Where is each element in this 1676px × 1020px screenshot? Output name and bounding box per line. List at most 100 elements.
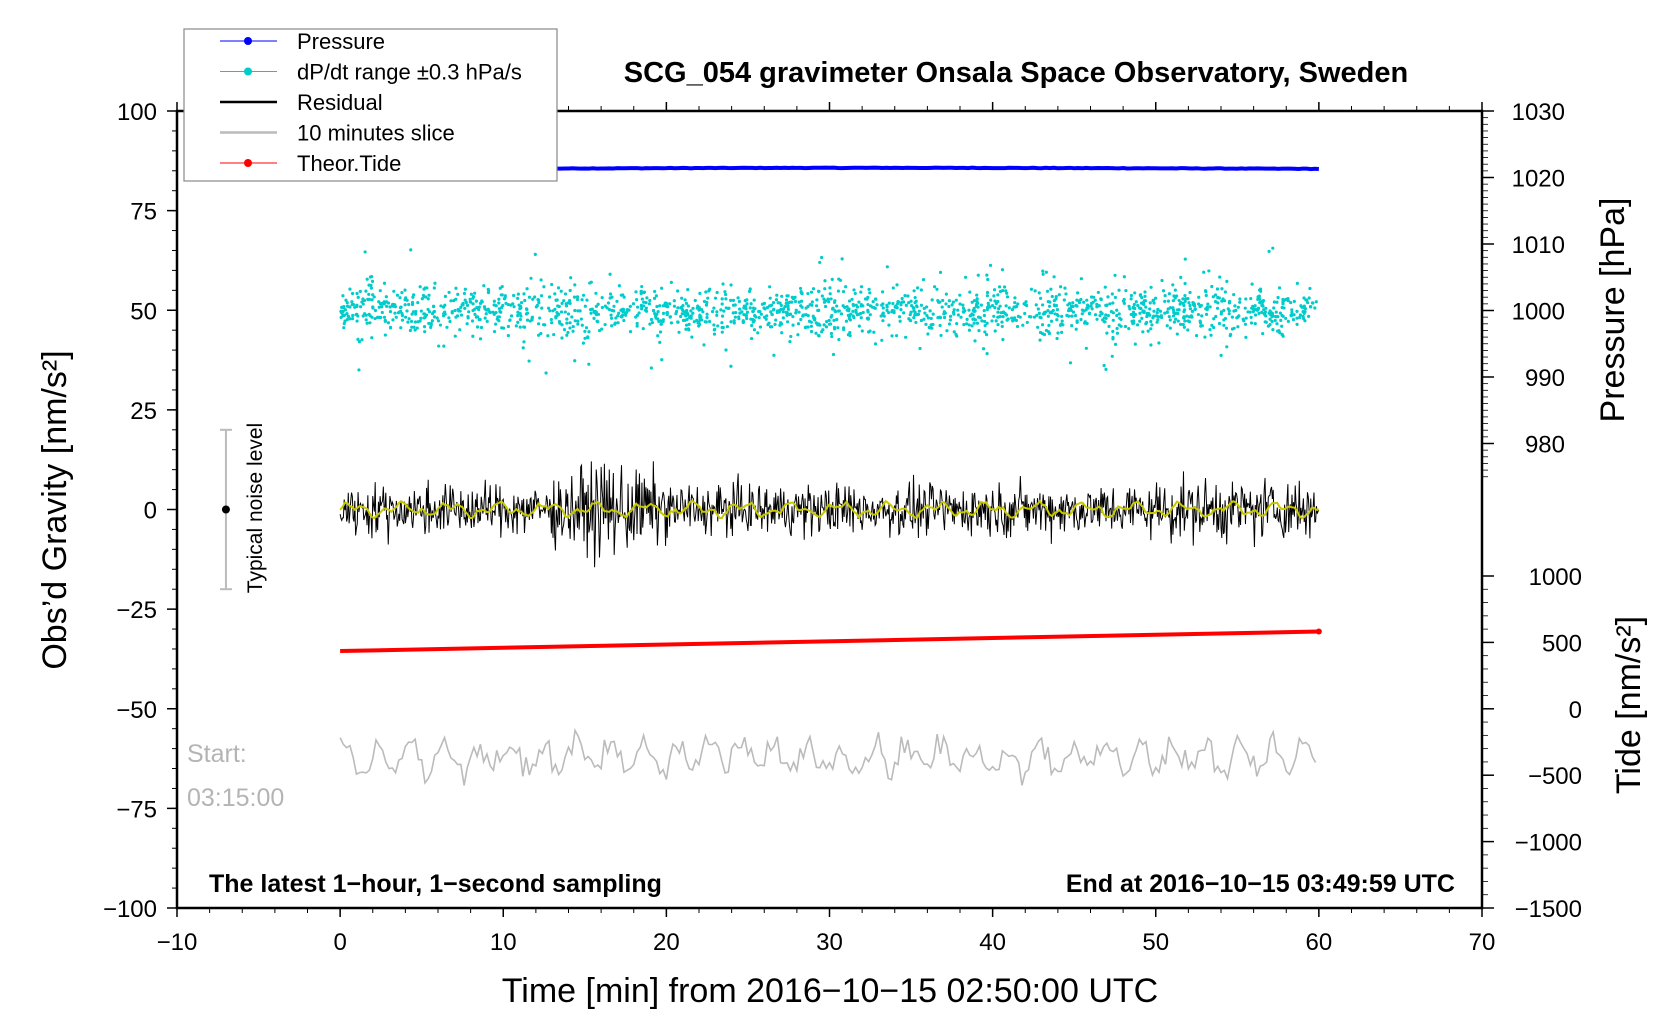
dpdt-point <box>441 305 446 309</box>
dpdt-point <box>1177 298 1181 303</box>
dpdt-point <box>1113 273 1117 277</box>
dpdt-point <box>1149 285 1153 289</box>
dpdt-point <box>639 303 644 307</box>
x-tick-label: 50 <box>1142 929 1169 956</box>
dpdt-point <box>409 319 414 324</box>
dpdt-point <box>848 318 852 322</box>
dpdt-point <box>843 305 847 310</box>
dpdt-point <box>844 285 848 289</box>
dpdt-point <box>1243 322 1248 326</box>
dpdt-point <box>676 306 680 310</box>
dpdt-point <box>737 299 741 304</box>
dpdt-point <box>1124 288 1128 293</box>
dpdt-point <box>1005 291 1009 295</box>
dpdt-point <box>533 252 537 256</box>
dpdt-point <box>512 305 516 309</box>
dpdt-point <box>972 299 977 303</box>
dpdt-point <box>1082 300 1086 304</box>
dpdt-point <box>1182 325 1186 329</box>
legend-label: Residual <box>297 90 383 115</box>
dpdt-point <box>842 327 846 332</box>
dpdt-point <box>660 286 664 290</box>
dpdt-point <box>908 313 912 317</box>
dpdt-point <box>650 320 655 325</box>
dpdt-point <box>537 322 541 326</box>
dpdt-point <box>705 300 709 305</box>
dpdt-point <box>686 327 691 331</box>
dpdt-point <box>695 318 699 322</box>
dpdt-point <box>705 315 709 320</box>
dpdt-point <box>829 322 833 326</box>
dpdt-point <box>649 366 653 370</box>
dpdt-point <box>990 303 995 308</box>
dpdt-point <box>881 311 885 315</box>
dpdt-point <box>900 296 904 301</box>
dpdt-point <box>477 305 481 309</box>
dpdt-point <box>367 292 371 296</box>
dpdt-point <box>435 316 439 320</box>
dpdt-point <box>909 310 913 314</box>
dpdt-point <box>1243 306 1247 310</box>
dpdt-point <box>1308 305 1313 309</box>
dpdt-point <box>636 305 640 309</box>
dpdt-point <box>696 304 700 308</box>
dpdt-point <box>580 298 584 302</box>
dpdt-point <box>861 304 865 308</box>
dpdt-point <box>600 305 604 310</box>
dpdt-point <box>747 289 752 293</box>
dpdt-point <box>469 292 473 296</box>
dpdt-point <box>1249 315 1253 319</box>
dpdt-point <box>1258 287 1263 291</box>
dpdt-point <box>693 298 697 303</box>
dpdt-point <box>847 299 852 303</box>
dpdt-point <box>372 295 376 299</box>
dpdt-point <box>1298 313 1303 317</box>
dpdt-point <box>1244 316 1248 320</box>
dpdt-point <box>624 313 628 317</box>
dpdt-point <box>689 309 693 313</box>
dpdt-point <box>391 318 395 322</box>
dpdt-point <box>982 309 986 313</box>
dpdt-point <box>393 311 397 315</box>
dpdt-point <box>997 307 1001 311</box>
dpdt-point <box>355 319 359 323</box>
dpdt-point <box>1280 333 1284 337</box>
dpdt-point <box>554 298 558 302</box>
dpdt-point <box>855 305 860 309</box>
dpdt-point <box>1274 315 1278 319</box>
dpdt-point <box>523 298 527 303</box>
dpdt-point <box>559 289 563 293</box>
dpdt-point <box>358 305 363 309</box>
dpdt-point <box>640 307 644 311</box>
dpdt-point <box>477 317 481 322</box>
dpdt-point <box>1038 338 1042 342</box>
dpdt-point <box>351 313 355 318</box>
dpdt-point <box>1218 275 1222 279</box>
dpdt-point <box>341 309 345 314</box>
dpdt-point <box>982 313 987 318</box>
dpdt-point <box>345 304 350 308</box>
dpdt-point <box>1057 293 1061 297</box>
dpdt-point <box>356 295 360 299</box>
dpdt-point <box>955 321 959 326</box>
dpdt-point <box>608 296 612 300</box>
dpdt-point <box>619 315 623 319</box>
dpdt-point <box>1222 299 1227 303</box>
dpdt-point <box>692 320 696 324</box>
dpdt-point <box>583 304 587 308</box>
dpdt-point <box>486 307 490 311</box>
dpdt-point <box>547 295 552 299</box>
dpdt-point <box>870 305 874 309</box>
dpdt-point <box>1183 281 1187 286</box>
dpdt-point <box>967 308 971 312</box>
dpdt-point <box>956 313 960 317</box>
dpdt-point <box>1063 286 1067 290</box>
dpdt-point <box>1227 312 1231 316</box>
dpdt-point <box>1044 328 1049 333</box>
dpdt-point <box>1224 326 1229 330</box>
dpdt-point <box>1108 302 1112 306</box>
dpdt-point <box>751 309 755 314</box>
dpdt-point <box>811 287 816 291</box>
dpdt-point <box>1155 311 1159 315</box>
dpdt-point <box>479 325 484 330</box>
